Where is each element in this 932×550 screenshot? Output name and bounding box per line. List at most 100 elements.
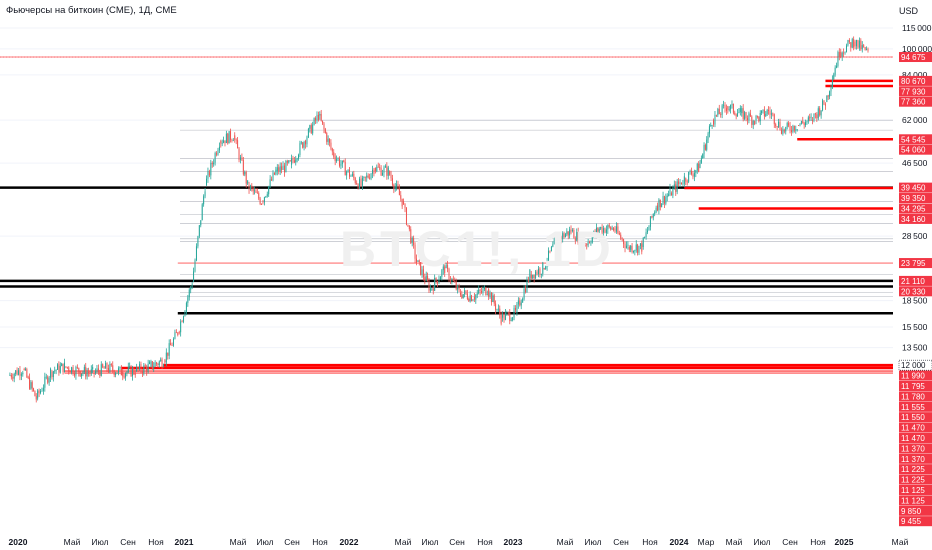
price-label-box[interactable]	[899, 86, 932, 97]
candle-body	[833, 74, 835, 80]
price-label-box[interactable]	[899, 144, 932, 155]
candle-body	[120, 366, 122, 376]
candle-body	[670, 193, 672, 196]
candle-body	[847, 39, 849, 46]
candle-body	[175, 332, 177, 334]
candle-body	[638, 245, 640, 253]
candle-body	[319, 114, 321, 116]
candle-body	[620, 234, 622, 239]
candle-body	[89, 372, 91, 374]
price-label-box[interactable]	[899, 213, 932, 224]
price-label-box[interactable]	[899, 401, 932, 412]
price-label-box[interactable]	[899, 258, 932, 269]
price-label-box[interactable]	[899, 286, 932, 297]
candle-body	[520, 302, 522, 306]
candle-body	[69, 371, 71, 373]
candle-body	[44, 376, 46, 388]
candle-body	[535, 271, 537, 279]
candle-body	[749, 113, 751, 117]
candle-body	[851, 39, 853, 48]
candle-body	[823, 100, 825, 105]
candle-body	[763, 109, 765, 117]
price-label-box[interactable]	[899, 412, 932, 423]
candle-body	[725, 108, 727, 111]
candle-body	[62, 363, 64, 373]
candle-body	[783, 130, 785, 132]
time-axis[interactable]: 2020 Май Июл Сен Ноя 2021 Май Июл Сен Ноя 2022 Май И…	[0, 532, 932, 550]
candle-body	[708, 126, 710, 134]
price-label-box[interactable]	[899, 52, 932, 63]
candle-body	[393, 184, 395, 190]
candle-body	[532, 274, 534, 279]
time-tick-label: Июл	[91, 537, 108, 547]
candle-body	[457, 285, 459, 290]
candle-body	[607, 225, 609, 230]
candle-body	[444, 266, 446, 273]
candle-body	[700, 158, 702, 163]
price-label-box[interactable]	[899, 505, 932, 516]
price-label-box[interactable]	[899, 495, 932, 506]
price-label-box[interactable]	[899, 484, 932, 495]
price-label-box[interactable]	[899, 464, 932, 475]
price-label-box[interactable]	[899, 203, 932, 214]
candle-body	[324, 129, 326, 134]
candle-body	[157, 363, 159, 366]
candle-body	[326, 133, 328, 142]
price-label-box[interactable]	[899, 193, 932, 204]
candle-body	[81, 373, 83, 377]
candle-body	[579, 233, 581, 244]
price-tick-label: 15 500	[902, 322, 928, 332]
candle-body	[644, 237, 646, 238]
candle-body	[237, 140, 239, 149]
candle-body	[790, 130, 792, 132]
price-label-box[interactable]	[899, 182, 932, 193]
candle-body	[213, 162, 215, 165]
candle-body	[468, 298, 470, 302]
price-label-box[interactable]	[899, 443, 932, 454]
candle-body	[50, 368, 52, 378]
price-label-box[interactable]	[899, 380, 932, 391]
price-axis[interactable]: 115 000 100 000 84 000 62 000 46 500 28 500 18…	[893, 0, 932, 550]
time-tick-label: Май	[230, 537, 247, 547]
candle-body	[79, 370, 81, 377]
price-label-box[interactable]	[899, 432, 932, 443]
candle-body	[536, 271, 538, 275]
time-axis-bg	[0, 532, 932, 550]
candle-body	[466, 293, 468, 299]
candle-body	[780, 129, 782, 134]
candle-body	[404, 204, 406, 208]
candle-body	[58, 364, 60, 373]
price-label-box[interactable]	[899, 75, 932, 86]
price-label-box[interactable]	[899, 516, 932, 527]
candle-body	[523, 288, 525, 299]
horizontal-levels[interactable]	[0, 56, 893, 374]
candle-body	[813, 113, 815, 121]
candle-body	[776, 126, 778, 127]
price-label-box[interactable]	[899, 453, 932, 464]
price-label-box[interactable]	[899, 391, 932, 402]
candle-body	[230, 131, 232, 140]
candle-body	[789, 125, 791, 131]
price-label-box[interactable]	[899, 474, 932, 485]
candle-body	[200, 220, 202, 226]
candle-body	[648, 226, 650, 231]
candle-body	[475, 294, 477, 300]
candle-body	[854, 41, 856, 47]
price-label-box[interactable]	[899, 422, 932, 433]
candle-body	[526, 279, 528, 293]
time-tick-label: Ноя	[810, 537, 826, 547]
candle-body	[220, 140, 222, 144]
price-label-box[interactable]	[899, 370, 932, 381]
candle-body	[149, 362, 151, 364]
candle-body	[621, 238, 623, 240]
price-label-box[interactable]	[898, 359, 932, 371]
candle-body	[73, 373, 75, 376]
price-label-box[interactable]	[899, 134, 932, 145]
candle-body	[576, 232, 578, 241]
price-label-box[interactable]	[899, 275, 932, 286]
candle-body	[632, 251, 634, 252]
candle-body	[227, 133, 229, 144]
price-label-box[interactable]	[899, 96, 932, 107]
candle-body	[724, 104, 726, 109]
